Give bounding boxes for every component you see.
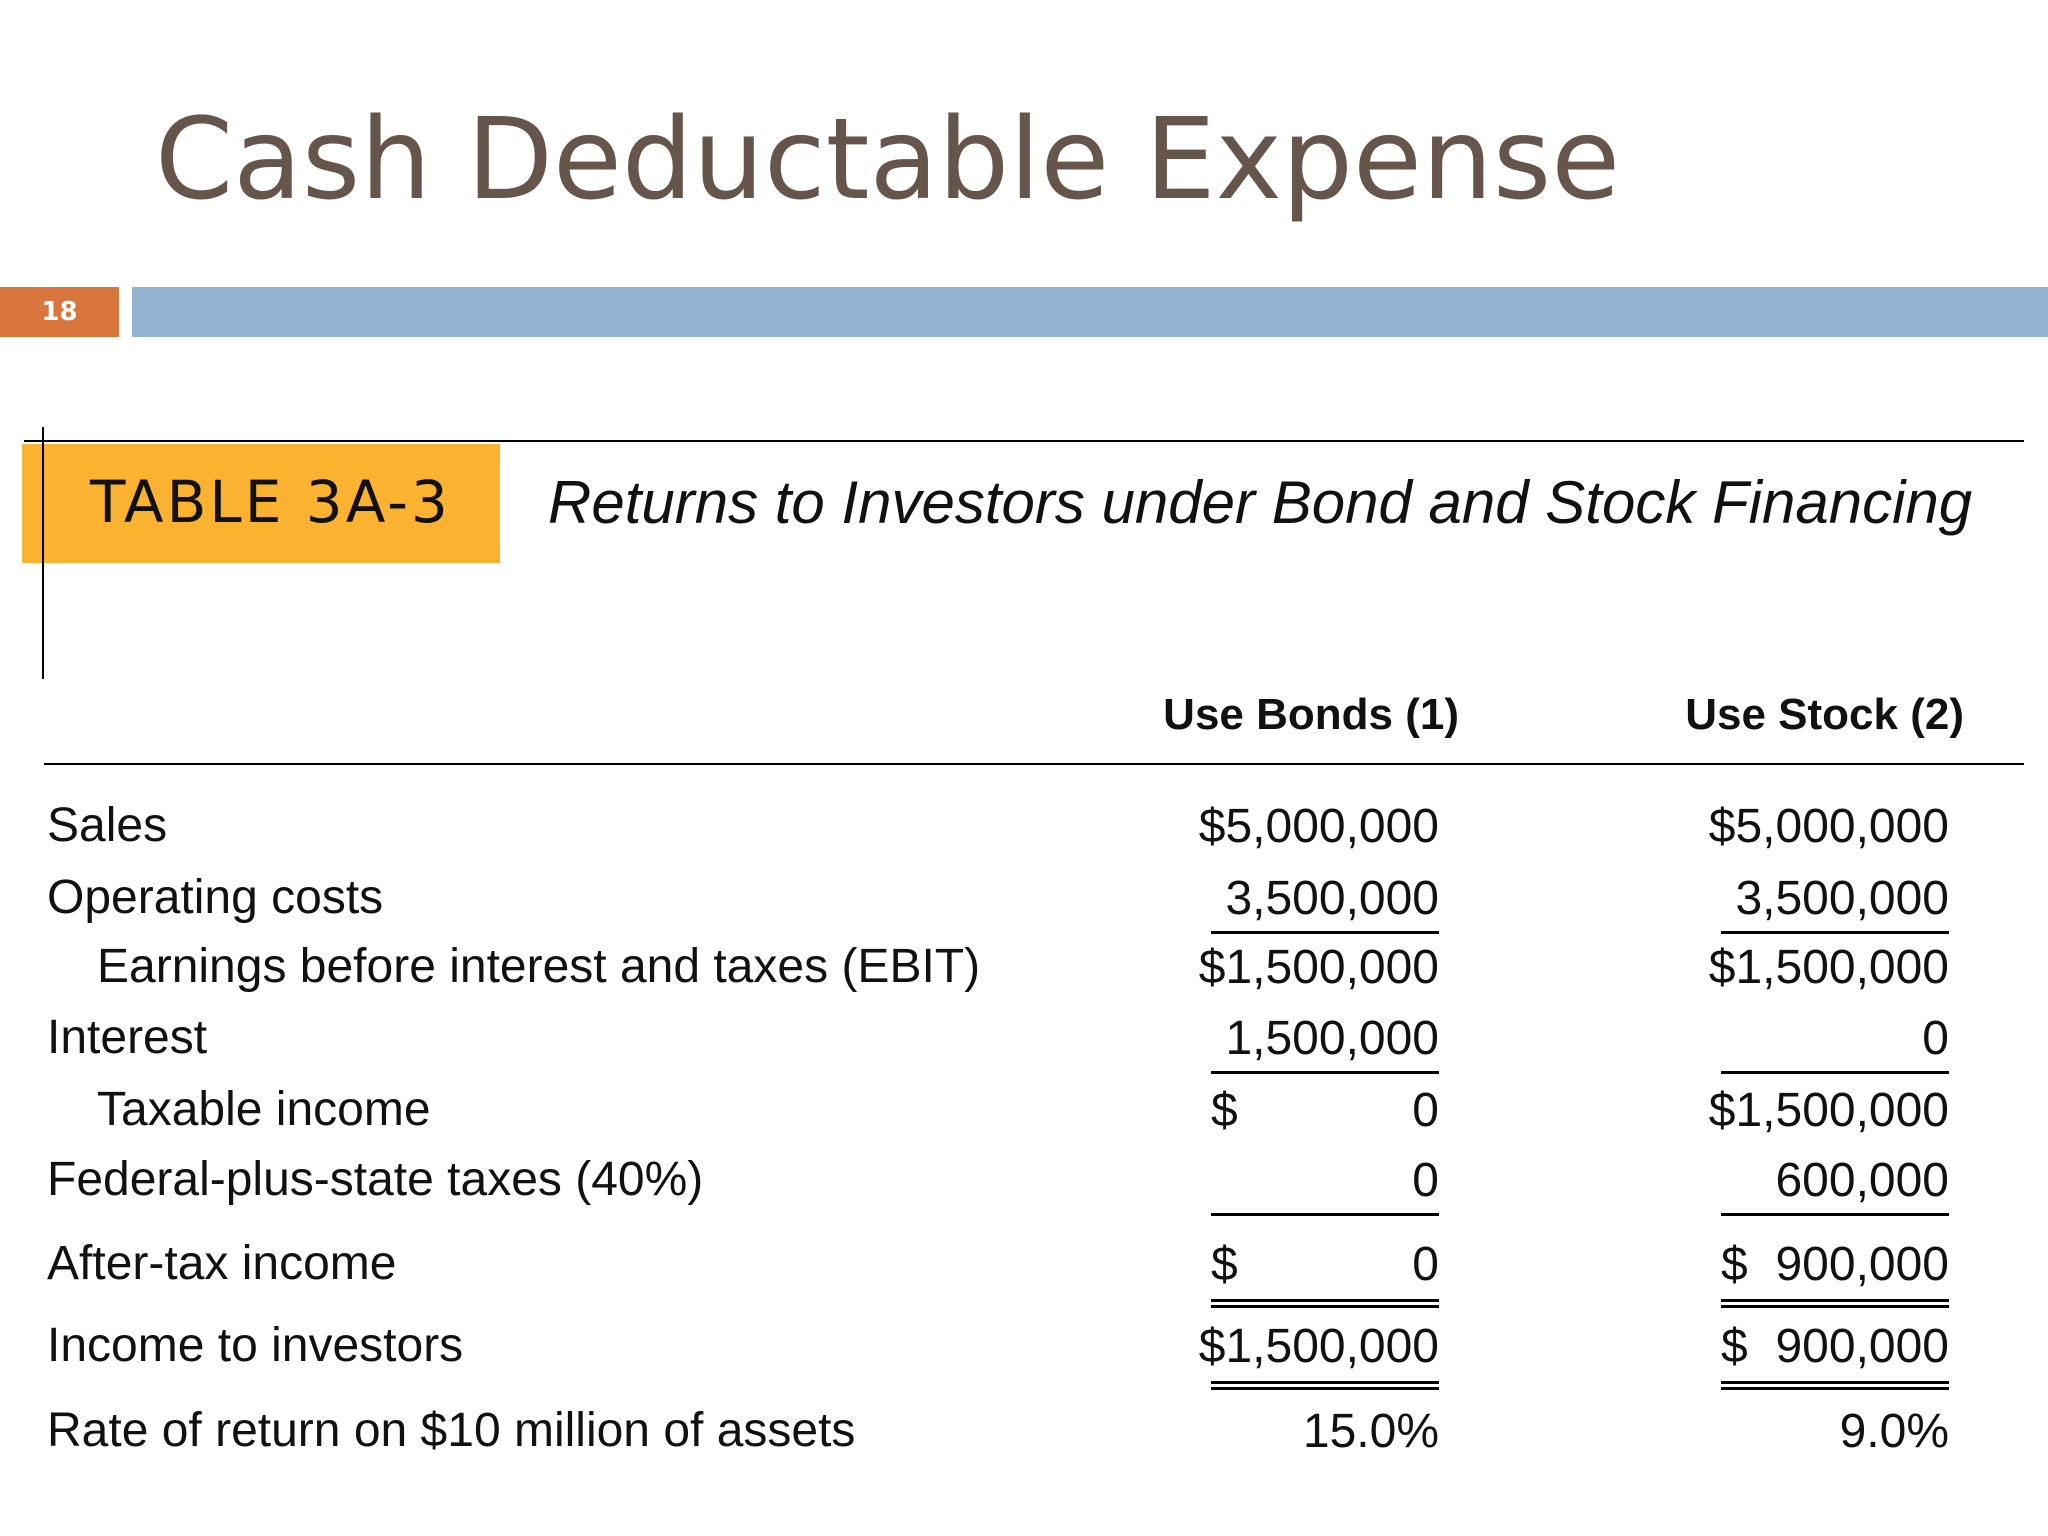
row-label: Federal-plus-state taxes (40%): [47, 1153, 704, 1206]
table-cell: 3,500,000: [1721, 868, 1949, 934]
table-cell: $0: [1211, 1080, 1439, 1146]
cell-part: $: [1211, 1084, 1238, 1137]
table-cell: 15.0%: [1302, 1405, 1439, 1458]
table-cell: 0: [1211, 1150, 1439, 1216]
cell-part: $: [1721, 1238, 1748, 1291]
rule: [44, 763, 2024, 765]
table-cell: $5,000,000: [1708, 800, 1949, 853]
slide-title: Cash Deductable Expense: [155, 95, 1621, 225]
cell-part: 0: [1412, 1084, 1439, 1137]
table-cell: $900,000: [1721, 1316, 1949, 1390]
number-box: [0, 287, 119, 337]
table-cell: $1,500,000: [1708, 941, 1949, 994]
row-label: After-tax income: [47, 1237, 397, 1290]
label-box: [22, 444, 500, 563]
slide-number: 18: [41, 297, 78, 327]
table-cell: 0: [1721, 1008, 1949, 1074]
table-cell: 600,000: [1721, 1150, 1949, 1216]
cell-part: 900,000: [1775, 1320, 1949, 1373]
row-label: Income to investors: [47, 1319, 464, 1372]
table-cell: $1,500,000: [1708, 1084, 1949, 1137]
table-label: TABLE 3A-3: [90, 468, 451, 536]
header-bar: [132, 287, 2048, 337]
cell-part: $: [1721, 1320, 1748, 1373]
cell-part: 900,000: [1775, 1238, 1949, 1291]
row-label: Taxable income: [97, 1083, 431, 1136]
table-cell: $5,000,000: [1198, 800, 1439, 853]
row-label: Sales: [47, 799, 168, 852]
table-cell: $1,500,000: [1199, 1316, 1439, 1390]
column-header: Use Stock (2): [1685, 690, 1964, 739]
table-cell: $0: [1211, 1234, 1439, 1308]
table-cell: 9.0%: [1839, 1405, 1949, 1458]
rule: [42, 427, 44, 679]
row-label: Operating costs: [47, 871, 384, 924]
row-label: Interest: [47, 1011, 208, 1064]
table-caption: Returns to Investors under Bond and Stoc…: [548, 469, 1973, 536]
cell-part: 0: [1412, 1238, 1439, 1291]
table-cell: 1,500,000: [1211, 1008, 1439, 1074]
column-header: Use Bonds (1): [1163, 690, 1459, 739]
rule: [24, 440, 2024, 442]
row-label: Earnings before interest and taxes (EBIT…: [97, 940, 981, 993]
table-cell: $900,000: [1721, 1234, 1949, 1308]
row-label: Rate of return on $10 million of assets: [47, 1404, 856, 1457]
table-cell: $1,500,000: [1198, 941, 1439, 994]
table-cell: 3,500,000: [1211, 868, 1439, 934]
cell-part: $: [1211, 1238, 1238, 1291]
